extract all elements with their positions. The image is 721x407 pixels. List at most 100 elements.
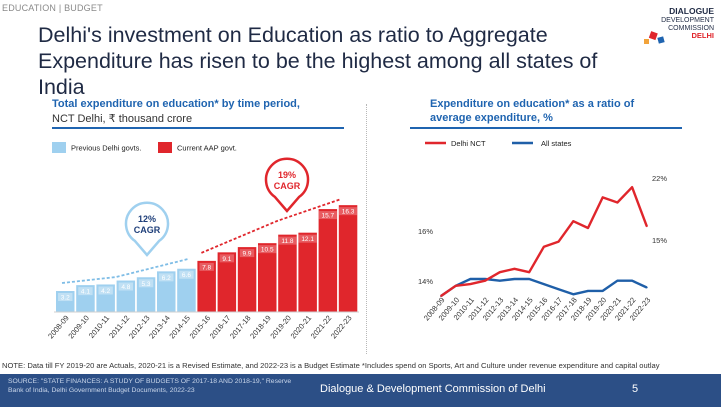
line-chart-subtitle: average expenditure, % <box>430 112 553 124</box>
footer-bar: SOURCE: "STATE FINANCES: A STUDY OF BUDG… <box>0 374 721 407</box>
series-point <box>587 290 589 292</box>
line-label-start-delhi: 16% <box>418 227 433 236</box>
bar-2008-09 <box>56 291 75 312</box>
section-tag: EDUCATION | BUDGET <box>2 3 103 13</box>
bar-2011-12 <box>116 280 136 312</box>
bar-2015-16 <box>197 260 216 312</box>
series-point <box>513 278 516 280</box>
series-point <box>645 225 648 228</box>
line-chart-title: Expenditure on education* as a ratio of <box>430 98 635 110</box>
series-point <box>616 201 619 204</box>
cagr-badge-current-value: 19% <box>278 170 296 180</box>
bar-2012-13 <box>136 277 156 312</box>
x-tick-label: 2022-23 <box>329 314 354 341</box>
cagr-badge-previous <box>124 201 170 257</box>
bar-label-bg <box>159 273 174 282</box>
series-point <box>498 279 501 282</box>
x-tick-label: 2009-10 <box>66 314 91 341</box>
bar-value-label: 6.6 <box>182 272 191 279</box>
bar-label-bg <box>199 262 214 271</box>
bar-label-bg <box>98 286 113 295</box>
x-tick-label: 2010-11 <box>87 314 111 340</box>
bar-2021-22 <box>318 209 338 312</box>
bar-label-bg <box>338 207 358 216</box>
bar-label-bg <box>318 211 337 220</box>
series-point <box>469 278 472 280</box>
bar-value-label: 6.2 <box>162 275 171 282</box>
data-note: NOTE: Data till FY 2019-20 are Actuals, … <box>2 361 660 370</box>
bar-value-label: 10.5 <box>261 247 274 254</box>
series-point <box>631 279 633 282</box>
bar-chart-title: Total expenditure on education* by time … <box>52 98 300 110</box>
series-point <box>645 286 648 289</box>
cagr-badge-previous-label: CAGR <box>134 225 161 235</box>
bar-label-bg <box>138 279 154 288</box>
logo-line-4: DELHI <box>692 31 715 40</box>
bar-2010-11 <box>96 284 115 312</box>
cagr-arrow-current <box>201 198 342 254</box>
bar-label-bg <box>58 293 73 302</box>
series-point <box>469 283 472 285</box>
logo-line-1: DIALOGUE <box>669 6 714 16</box>
page-title: Delhi's investment on Education as ratio… <box>38 22 638 100</box>
bar-label-bg <box>298 234 317 243</box>
series-point <box>631 186 633 189</box>
bar-value-label: 5.3 <box>142 281 151 288</box>
legend-label-delhi: Delhi NCT <box>451 139 486 148</box>
bar-value-label: 11.8 <box>281 238 294 245</box>
bar-label-bg <box>239 249 255 258</box>
series-point <box>513 267 516 270</box>
bar-2013-14 <box>157 271 176 312</box>
bar-label-bg <box>278 236 297 245</box>
bar-value-label: 7.8 <box>202 264 211 271</box>
bar-value-label: 9.1 <box>222 256 231 263</box>
bar-2016-17 <box>217 252 237 312</box>
series-point <box>543 245 545 248</box>
series-point <box>601 290 604 292</box>
title-line-2: Expenditure has risen to be the highest … <box>38 49 598 99</box>
series-point <box>601 196 604 199</box>
bar-value-label: 12.1 <box>301 236 314 243</box>
line-label-end-all: 15% <box>652 236 667 245</box>
series-point <box>543 283 545 285</box>
bar-value-label: 16.3 <box>342 209 355 216</box>
bar-2019-20 <box>278 234 297 312</box>
bar-2022-23 <box>338 205 358 312</box>
series-point <box>528 278 531 280</box>
bar-chart-rule <box>52 127 344 129</box>
bar-label-bg <box>78 287 93 296</box>
bar-2009-10 <box>76 285 95 312</box>
line-label-start-all: 14% <box>418 277 433 286</box>
bar-2020-21 <box>298 232 317 312</box>
series-point <box>498 271 501 274</box>
cagr-badge-current <box>264 157 310 213</box>
footer-source: SOURCE: "STATE FINANCES: A STUDY OF BUDG… <box>8 378 292 394</box>
logo-line-2: DEVELOPMENT <box>661 17 715 24</box>
series-point <box>484 279 486 282</box>
bar-value-label: 4.2 <box>101 288 110 295</box>
legend-label-all-states: All states <box>541 139 572 148</box>
bar-label-bg <box>219 254 235 263</box>
page-number: 5 <box>632 383 639 395</box>
bar-label-bg <box>258 245 277 254</box>
bar-2018-19 <box>258 243 277 312</box>
bar-value-label: 4.8 <box>121 284 130 291</box>
legend-swatch-previous <box>52 142 66 153</box>
logo-line-3: COMMISSION <box>668 25 714 32</box>
panel-divider <box>366 104 367 354</box>
bar-chart-subtitle: NCT Delhi, ₹ thousand crore <box>52 113 193 125</box>
series-line-all-states <box>440 277 648 297</box>
cagr-badge-previous-value: 12% <box>138 214 156 224</box>
bar-2014-15 <box>177 268 196 312</box>
bar-value-label: 3.2 <box>61 295 70 302</box>
series-point <box>572 293 575 296</box>
bar-label-bg <box>118 282 134 291</box>
line-label-end-delhi: 22% <box>652 174 667 183</box>
series-point <box>616 279 619 282</box>
bar-2017-18 <box>237 247 257 312</box>
ddc-logo: DIALOGUE DEVELOPMENT COMMISSION DELHI <box>644 6 715 44</box>
line-chart-rule <box>410 127 682 129</box>
series-point <box>557 240 560 243</box>
title-line-1: Delhi's investment on Education as ratio… <box>38 23 548 47</box>
